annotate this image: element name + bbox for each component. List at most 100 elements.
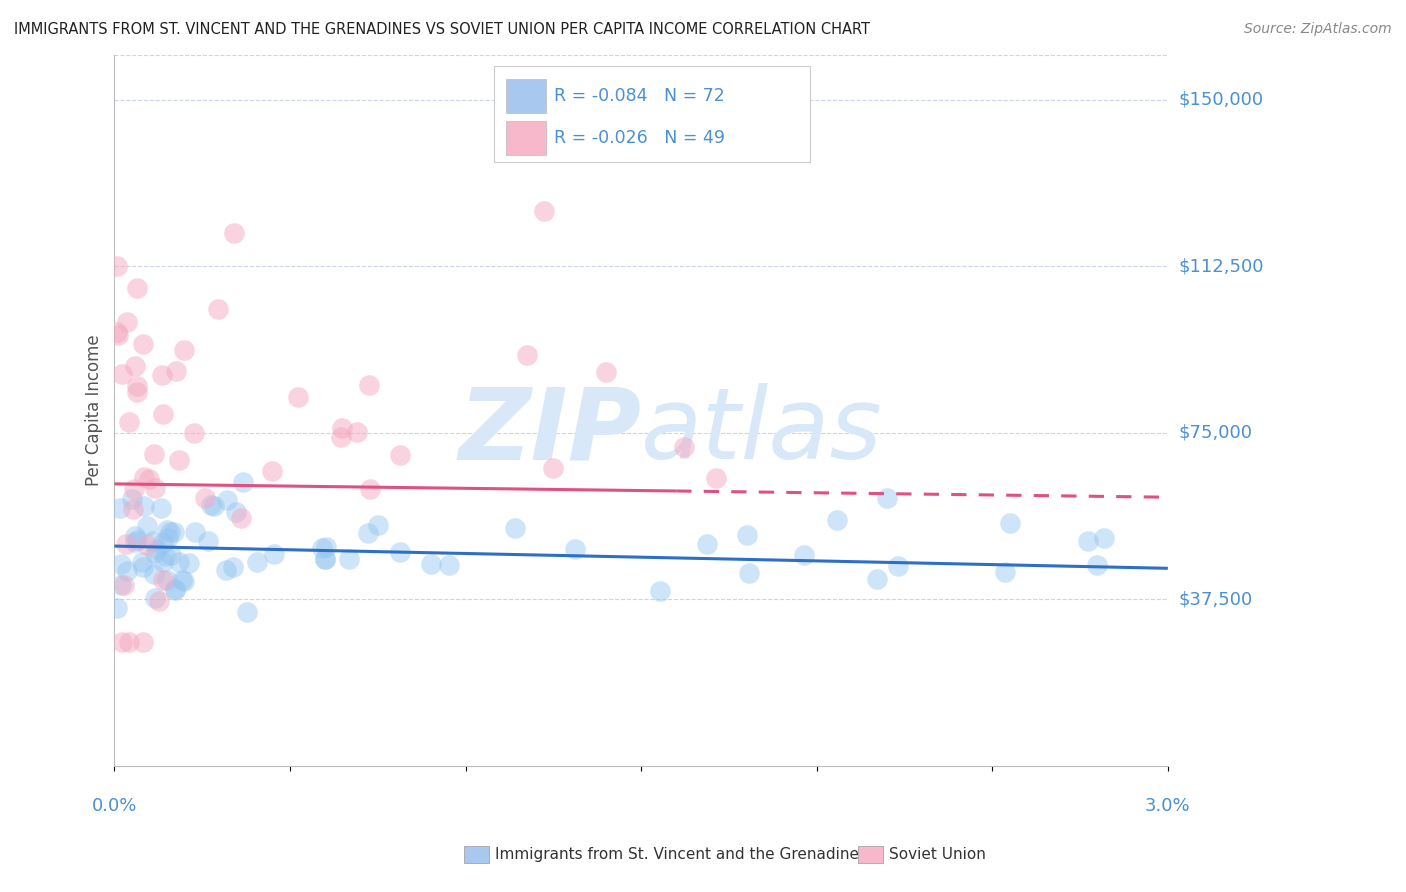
Point xyxy=(673,441,696,455)
Point xyxy=(107,260,129,274)
Text: R = -0.084   N = 72: R = -0.084 N = 72 xyxy=(554,87,724,105)
Point xyxy=(105,601,128,615)
Text: $112,500: $112,500 xyxy=(1180,257,1264,275)
Point xyxy=(165,364,187,378)
Point xyxy=(367,517,389,532)
Point xyxy=(165,582,187,597)
Point xyxy=(127,533,149,547)
Point xyxy=(311,541,333,555)
FancyBboxPatch shape xyxy=(494,66,810,161)
Text: $37,500: $37,500 xyxy=(1180,591,1253,608)
Text: $150,000: $150,000 xyxy=(1180,91,1264,109)
Text: Soviet Union: Soviet Union xyxy=(889,847,986,862)
Point xyxy=(118,634,141,648)
Point xyxy=(143,591,166,605)
Point xyxy=(157,531,180,545)
Point xyxy=(156,573,179,587)
Point xyxy=(225,505,247,519)
Point xyxy=(887,559,910,574)
Point xyxy=(172,574,194,588)
Point xyxy=(142,447,165,461)
Point xyxy=(169,453,191,467)
Y-axis label: Per Capita Income: Per Capita Income xyxy=(86,334,103,486)
Text: 3.0%: 3.0% xyxy=(1144,797,1191,814)
Point xyxy=(866,572,889,586)
Point xyxy=(173,574,195,589)
Point xyxy=(150,501,173,516)
Text: atlas: atlas xyxy=(641,384,883,481)
Point xyxy=(122,482,145,496)
Point xyxy=(543,461,565,475)
Text: Source: ZipAtlas.com: Source: ZipAtlas.com xyxy=(1244,22,1392,37)
Point xyxy=(315,540,337,554)
Point xyxy=(143,481,166,495)
Point xyxy=(564,541,586,556)
Point xyxy=(136,518,159,533)
Point xyxy=(107,328,129,343)
Point xyxy=(127,384,149,399)
Point xyxy=(115,537,138,551)
Point xyxy=(503,521,526,535)
Point xyxy=(110,501,132,516)
Point xyxy=(184,525,207,540)
Point xyxy=(696,537,718,551)
Point xyxy=(143,566,166,581)
Point xyxy=(1085,558,1108,572)
Point xyxy=(439,558,461,572)
Point xyxy=(110,558,132,572)
Point xyxy=(132,337,155,351)
FancyBboxPatch shape xyxy=(506,79,547,113)
Point xyxy=(121,502,143,516)
Point xyxy=(152,407,174,421)
Point xyxy=(115,564,138,578)
Point xyxy=(246,555,269,569)
Point xyxy=(163,524,186,539)
Point xyxy=(231,511,253,525)
Point xyxy=(1077,534,1099,549)
Point xyxy=(332,421,354,435)
Point xyxy=(1000,516,1022,530)
Text: IMMIGRANTS FROM ST. VINCENT AND THE GRENADINES VS SOVIET UNION PER CAPITA INCOME: IMMIGRANTS FROM ST. VINCENT AND THE GREN… xyxy=(14,22,870,37)
Point xyxy=(388,545,411,559)
Point xyxy=(533,203,555,218)
Text: Immigrants from St. Vincent and the Grenadines: Immigrants from St. Vincent and the Gren… xyxy=(495,847,868,862)
Point xyxy=(346,425,368,440)
Point xyxy=(160,548,183,562)
Point xyxy=(111,367,134,381)
Point xyxy=(516,347,538,361)
Point xyxy=(222,226,245,240)
Point xyxy=(420,557,443,571)
Point xyxy=(287,390,309,404)
Point xyxy=(314,552,336,566)
Text: R = -0.026   N = 49: R = -0.026 N = 49 xyxy=(554,128,724,146)
Point xyxy=(357,525,380,540)
Point xyxy=(202,499,225,513)
Point xyxy=(222,560,245,574)
Point xyxy=(173,343,195,358)
Point xyxy=(127,379,149,393)
Point xyxy=(132,560,155,574)
Point xyxy=(337,551,360,566)
Point xyxy=(183,426,205,441)
Point xyxy=(110,578,132,592)
Point xyxy=(359,378,381,392)
Point xyxy=(117,415,139,429)
Point xyxy=(200,498,222,512)
Point xyxy=(138,472,160,486)
Point xyxy=(152,573,174,587)
Point xyxy=(132,470,155,484)
Point xyxy=(143,546,166,560)
Point xyxy=(876,491,898,506)
Point xyxy=(1094,531,1116,545)
Point xyxy=(704,471,727,485)
Point xyxy=(124,529,146,543)
Point xyxy=(111,634,134,648)
Point xyxy=(595,365,617,379)
Point xyxy=(165,582,187,597)
Point xyxy=(359,482,381,496)
Point xyxy=(148,594,170,608)
Point xyxy=(177,557,200,571)
Point xyxy=(737,528,759,542)
Point xyxy=(793,548,815,562)
Text: ZIP: ZIP xyxy=(458,384,641,481)
